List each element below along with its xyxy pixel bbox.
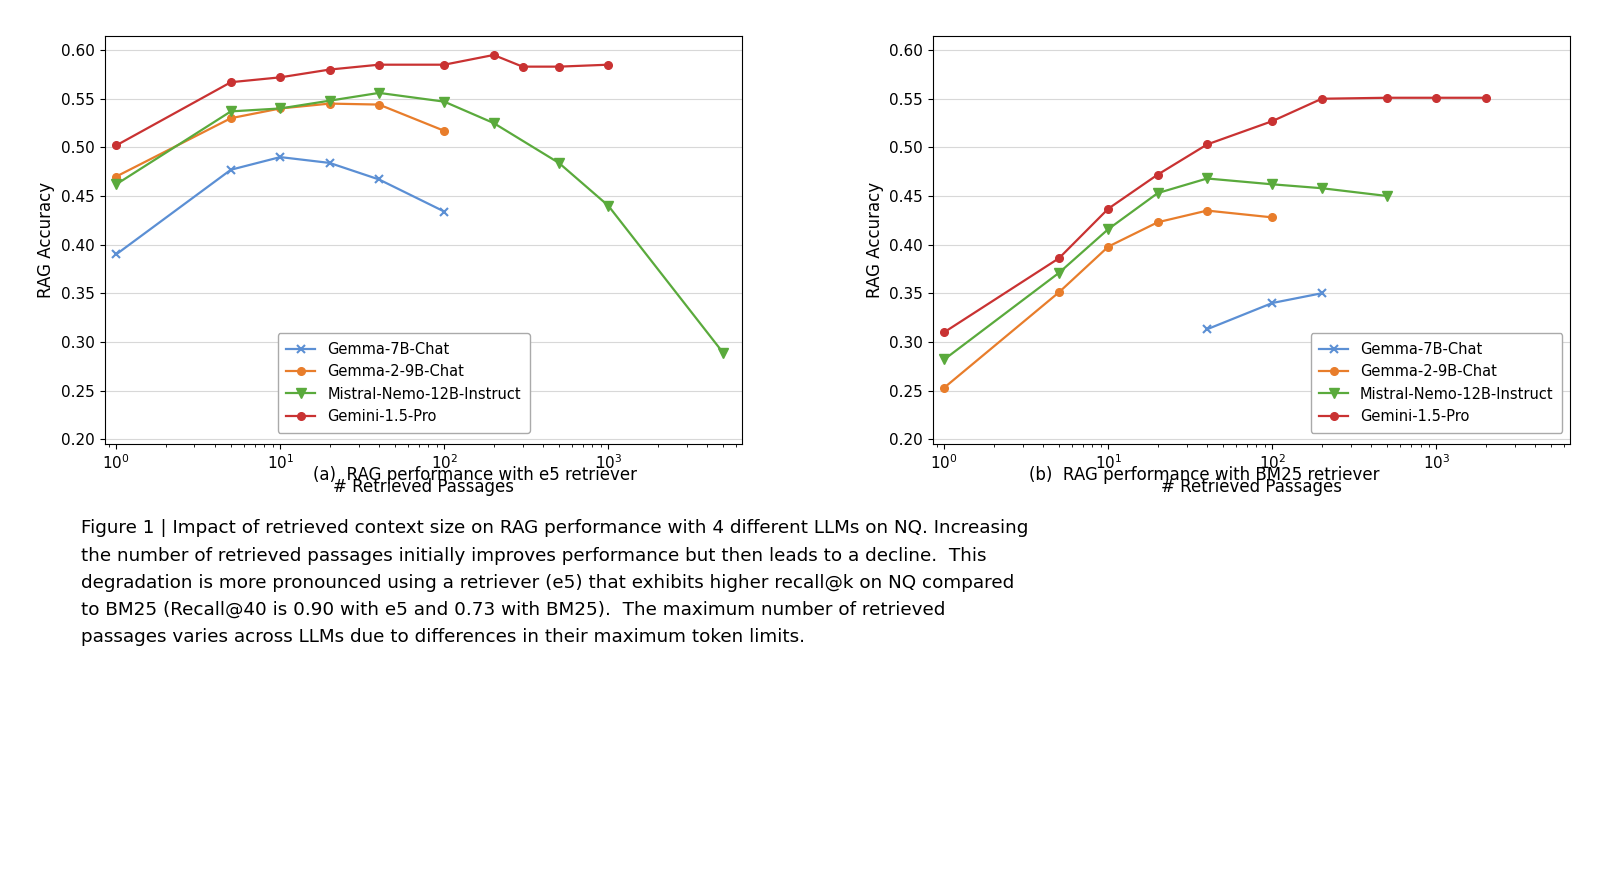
Mistral-Nemo-12B-Instruct	[1312, 183, 1331, 194]
Gemini-1.5-Pro	[270, 72, 290, 83]
X-axis label: # Retrieved Passages: # Retrieved Passages	[333, 478, 514, 496]
Gemma-2-9B-Chat	[1148, 217, 1167, 227]
Gemini-1.5-Pro	[1312, 93, 1331, 104]
Mistral-Nemo-12B-Instruct	[1050, 267, 1069, 278]
Mistral-Nemo-12B-Instruct	[1262, 179, 1282, 190]
X-axis label: # Retrieved Passages: # Retrieved Passages	[1161, 478, 1341, 496]
Gemini-1.5-Pro	[435, 59, 454, 70]
Gemini-1.5-Pro	[1050, 253, 1069, 264]
Mistral-Nemo-12B-Instruct	[435, 96, 454, 107]
Gemma-7B-Chat	[1198, 324, 1217, 335]
Legend: Gemma-7B-Chat, Gemma-2-9B-Chat, Mistral-Nemo-12B-Instruct, Gemini-1.5-Pro: Gemma-7B-Chat, Gemma-2-9B-Chat, Mistral-…	[1311, 333, 1562, 432]
Gemma-2-9B-Chat	[1050, 287, 1069, 297]
Gemma-7B-Chat	[270, 152, 290, 163]
Mistral-Nemo-12B-Instruct	[270, 103, 290, 114]
Gemma-2-9B-Chat	[221, 113, 240, 123]
Gemini-1.5-Pro	[1426, 92, 1446, 103]
Gemini-1.5-Pro	[106, 140, 126, 151]
Gemma-7B-Chat	[1312, 288, 1331, 298]
Mistral-Nemo-12B-Instruct	[106, 179, 126, 190]
Gemma-2-9B-Chat	[935, 382, 955, 392]
Mistral-Nemo-12B-Instruct	[320, 95, 340, 106]
Mistral-Nemo-12B-Instruct	[935, 354, 955, 365]
Gemma-2-9B-Chat	[320, 99, 340, 109]
Text: (b)  RAG performance with BM25 retriever: (b) RAG performance with BM25 retriever	[1029, 466, 1380, 484]
Gemini-1.5-Pro	[514, 61, 533, 72]
Line: Gemma-2-9B-Chat: Gemma-2-9B-Chat	[113, 99, 448, 180]
Line: Mistral-Nemo-12B-Instruct: Mistral-Nemo-12B-Instruct	[940, 174, 1391, 364]
Text: (a)  RAG performance with e5 retriever: (a) RAG performance with e5 retriever	[312, 466, 638, 484]
Gemma-2-9B-Chat	[1098, 242, 1117, 252]
Gemini-1.5-Pro	[549, 61, 568, 72]
Gemini-1.5-Pro	[485, 50, 504, 60]
Gemma-7B-Chat	[369, 174, 388, 185]
Mistral-Nemo-12B-Instruct	[1198, 173, 1217, 184]
Line: Gemini-1.5-Pro: Gemini-1.5-Pro	[940, 94, 1489, 336]
Legend: Gemma-7B-Chat, Gemma-2-9B-Chat, Mistral-Nemo-12B-Instruct, Gemini-1.5-Pro: Gemma-7B-Chat, Gemma-2-9B-Chat, Mistral-…	[277, 333, 530, 432]
Gemma-7B-Chat	[320, 157, 340, 168]
Line: Gemma-7B-Chat: Gemma-7B-Chat	[113, 153, 449, 258]
Gemini-1.5-Pro	[1098, 203, 1117, 214]
Line: Gemini-1.5-Pro: Gemini-1.5-Pro	[113, 52, 612, 149]
Gemini-1.5-Pro	[1198, 139, 1217, 150]
Line: Gemma-2-9B-Chat: Gemma-2-9B-Chat	[940, 207, 1277, 392]
Mistral-Nemo-12B-Instruct	[549, 157, 568, 168]
Gemma-2-9B-Chat	[435, 125, 454, 136]
Mistral-Nemo-12B-Instruct	[713, 347, 733, 358]
Line: Gemma-7B-Chat: Gemma-7B-Chat	[1203, 289, 1327, 333]
Gemma-2-9B-Chat	[106, 171, 126, 182]
Gemini-1.5-Pro	[935, 327, 955, 337]
Mistral-Nemo-12B-Instruct	[221, 106, 240, 116]
Gemini-1.5-Pro	[1148, 170, 1167, 180]
Gemma-2-9B-Chat	[1198, 205, 1217, 216]
Y-axis label: RAG Accuracy: RAG Accuracy	[866, 182, 884, 297]
Mistral-Nemo-12B-Instruct	[1148, 187, 1167, 198]
Gemini-1.5-Pro	[369, 59, 388, 70]
Gemma-7B-Chat	[435, 206, 454, 217]
Gemini-1.5-Pro	[1476, 92, 1496, 103]
Gemini-1.5-Pro	[1378, 92, 1397, 103]
Gemma-2-9B-Chat	[270, 103, 290, 114]
Line: Mistral-Nemo-12B-Instruct: Mistral-Nemo-12B-Instruct	[111, 89, 728, 357]
Mistral-Nemo-12B-Instruct	[369, 88, 388, 99]
Gemini-1.5-Pro	[320, 64, 340, 75]
Gemma-7B-Chat	[106, 249, 126, 259]
Mistral-Nemo-12B-Instruct	[485, 118, 504, 129]
Mistral-Nemo-12B-Instruct	[599, 201, 618, 211]
Y-axis label: RAG Accuracy: RAG Accuracy	[37, 182, 55, 297]
Gemma-2-9B-Chat	[1262, 212, 1282, 223]
Gemini-1.5-Pro	[599, 59, 618, 70]
Gemini-1.5-Pro	[221, 77, 240, 88]
Gemini-1.5-Pro	[1262, 115, 1282, 126]
Mistral-Nemo-12B-Instruct	[1098, 224, 1117, 234]
Gemma-2-9B-Chat	[369, 99, 388, 110]
Text: Figure 1 | Impact of retrieved context size on RAG performance with 4 different : Figure 1 | Impact of retrieved context s…	[80, 519, 1027, 646]
Gemma-7B-Chat	[221, 164, 240, 175]
Gemma-7B-Chat	[1262, 297, 1282, 308]
Mistral-Nemo-12B-Instruct	[1378, 191, 1397, 202]
